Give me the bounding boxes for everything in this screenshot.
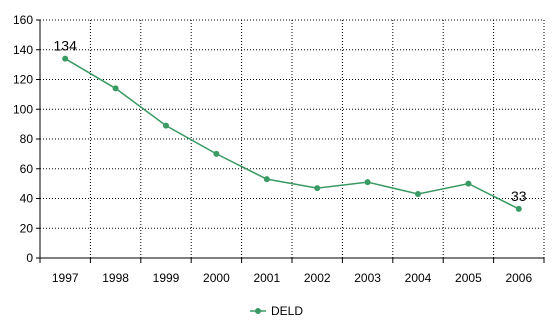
series-line — [64, 58, 520, 210]
data-point — [163, 122, 169, 129]
x-tick-label: 2003 — [354, 271, 381, 285]
y-tick-label: 140 — [13, 43, 33, 57]
x-tick-label: 2001 — [253, 271, 280, 285]
y-tick-label: 20 — [20, 221, 34, 235]
data-point — [213, 150, 220, 157]
data-point — [62, 55, 69, 62]
y-tick-label: 120 — [13, 73, 33, 87]
y-axis-tick-labels: 0 20 40 60 80 100 120 140 160 — [13, 13, 33, 265]
legend-marker-swatch — [255, 308, 261, 314]
y-tick-label: 0 — [26, 251, 33, 265]
axes — [36, 19, 545, 263]
series — [62, 55, 522, 212]
data-point — [314, 185, 321, 192]
data-point — [112, 85, 119, 92]
y-tick-label: 100 — [13, 102, 33, 116]
grid — [40, 19, 545, 258]
y-tick-label: 40 — [20, 192, 34, 206]
data-point — [364, 179, 371, 186]
x-tick-label: 2006 — [505, 271, 532, 285]
x-tick-label: 2004 — [405, 271, 432, 285]
x-axis-tick-labels: 1997 1998 1999 2000 2001 2002 2003 2004 2005 2006 — [52, 271, 533, 285]
x-tick-label: 2005 — [455, 271, 482, 285]
x-tick-label: 1999 — [153, 271, 180, 285]
x-tick-label: 1997 — [52, 271, 79, 285]
data-label: 33 — [511, 188, 527, 204]
data-point — [465, 180, 472, 187]
x-tick-label: 1998 — [102, 271, 129, 285]
x-tick-label: 2002 — [304, 271, 331, 285]
x-tick-label: 2000 — [203, 271, 230, 285]
y-tick-label: 160 — [13, 13, 33, 27]
legend-label: DELD — [271, 304, 303, 318]
y-tick-label: 60 — [20, 162, 34, 176]
data-label: 134 — [54, 38, 78, 54]
y-tick-label: 80 — [20, 132, 34, 146]
legend: DELD — [250, 304, 303, 318]
data-point — [263, 176, 270, 183]
data-point — [515, 205, 522, 212]
data-point — [415, 191, 421, 198]
data-labels: 134 33 — [54, 38, 527, 204]
